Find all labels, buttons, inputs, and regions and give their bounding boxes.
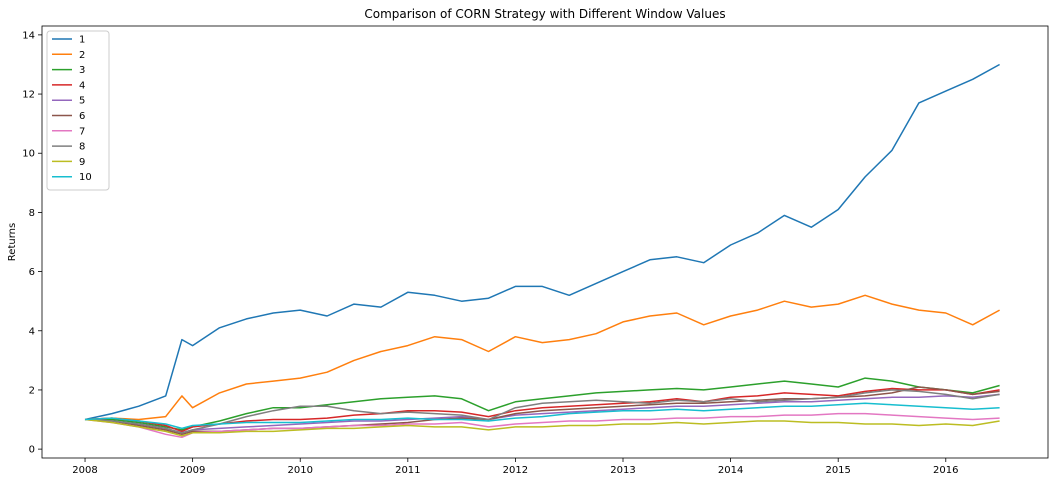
legend: 1 2 3 4 5 6 7 8 9 10: [46, 30, 110, 191]
legend-label-8: 8: [79, 142, 85, 153]
series-line-2: [84, 294, 1000, 421]
legend-label-10: 10: [79, 172, 92, 183]
x-tick-label: 2015: [825, 465, 850, 476]
y-tick-label: 6: [29, 267, 35, 278]
x-tick-label: 2010: [287, 465, 312, 476]
legend-label-7: 7: [79, 126, 85, 137]
series-line-5: [84, 393, 1000, 434]
chart-title: Comparison of CORN Strategy with Differe…: [364, 7, 725, 21]
y-tick-label: 0: [29, 445, 35, 456]
series-line-1: [84, 63, 1000, 421]
x-tick-label: 2012: [503, 465, 528, 476]
legend-label-9: 9: [79, 157, 85, 168]
legend-label-5: 5: [79, 96, 85, 107]
x-tick-label: 2009: [180, 465, 205, 476]
x-tick-label: 2013: [610, 465, 635, 476]
y-tick-label: 10: [22, 149, 35, 160]
x-tick-label: 2014: [718, 465, 743, 476]
x-axis: 2008 2009 2010 2011 2012 2013 2014 2015 2016: [72, 458, 959, 476]
y-tick-label: 4: [29, 326, 35, 337]
series-line-9: [84, 418, 1000, 437]
y-tick-label: 12: [22, 90, 35, 101]
series-line-7: [84, 412, 1000, 439]
y-tick-label: 8: [29, 208, 35, 219]
legend-label-4: 4: [79, 80, 85, 91]
x-tick-label: 2008: [72, 465, 97, 476]
y-tick-label: 2: [29, 385, 35, 396]
legend-label-1: 1: [79, 35, 85, 46]
legend-box: [46, 30, 110, 191]
y-axis-label: Returns: [7, 223, 18, 261]
y-axis: 0 2 4 6 8 10 12 14: [22, 30, 42, 456]
x-tick-label: 2011: [395, 465, 420, 476]
legend-label-3: 3: [79, 65, 85, 76]
legend-label-2: 2: [79, 50, 85, 61]
series-lines: [84, 63, 1000, 439]
y-tick-label: 14: [22, 30, 35, 41]
plot-area: [41, 25, 1049, 459]
series-line-10: [84, 402, 1000, 430]
series-line-3: [85, 377, 1000, 431]
x-tick-label: 2016: [933, 465, 958, 476]
legend-label-6: 6: [79, 111, 85, 122]
